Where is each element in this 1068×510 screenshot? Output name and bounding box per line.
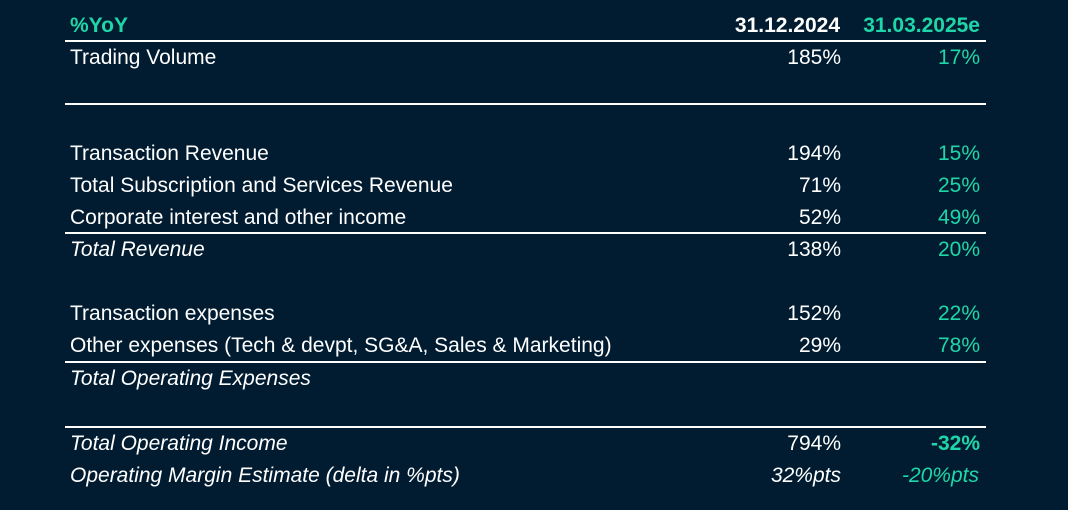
table-row-total-operating-income: Total Operating Income 794% -32% [65, 428, 986, 460]
value-2025e: 22% [937, 302, 980, 325]
spacer [65, 74, 986, 103]
divider [65, 426, 986, 428]
divider [65, 40, 986, 42]
value-2025e: 49% [937, 206, 980, 229]
table-row-total-revenue: Total Revenue 138% 20% [65, 234, 986, 266]
value-2025e: -20%pts [901, 464, 979, 487]
spacer [65, 395, 986, 426]
divider [65, 361, 986, 363]
row-label: Total Operating Income [70, 432, 288, 455]
row-label: Trading Volume [70, 46, 217, 69]
value-2024: 194% [787, 142, 841, 165]
value-2025e: 78% [937, 334, 980, 357]
row-label: Transaction Revenue [70, 142, 269, 165]
yoy-table: %YoY 31.12.2024 31.03.2025e Trading Volu… [65, 12, 986, 492]
value-2025e: 20% [937, 238, 980, 261]
table-row-transaction-expenses: Transaction expenses 152% 22% [65, 298, 986, 330]
table-row-operating-margin: Operating Margin Estimate (delta in %pts… [65, 460, 986, 492]
table-row-corporate-interest: Corporate interest and other income 52% … [65, 202, 986, 232]
value-2024: 794% [787, 432, 841, 455]
row-label: Total Subscription and Services Revenue [70, 174, 453, 197]
value-2025e: 15% [937, 142, 980, 165]
table-row-subscription-revenue: Total Subscription and Services Revenue … [65, 170, 986, 202]
table-row-total-operating-expenses: Total Operating Expenses [65, 363, 986, 395]
value-2025e: -32% [930, 432, 980, 455]
value-2024: 185% [787, 46, 841, 69]
column-header-2024: 31.12.2024 [734, 14, 840, 37]
value-2024: 52% [798, 206, 841, 229]
table-row-transaction-revenue: Transaction Revenue 194% 15% [65, 138, 986, 170]
row-label: Corporate interest and other income [70, 206, 407, 229]
row-label: Transaction expenses [70, 302, 275, 325]
value-2025e: 17% [937, 46, 980, 69]
value-2024: 32%pts [770, 464, 841, 487]
value-2024: 152% [787, 302, 841, 325]
row-label: Total Operating Expenses [70, 367, 311, 390]
row-label: Total Revenue [70, 238, 205, 261]
value-2025e: 25% [937, 174, 980, 197]
value-2024: 138% [787, 238, 841, 261]
row-label: Other expenses (Tech & devpt, SG&A, Sale… [70, 334, 612, 357]
table-header: %YoY 31.12.2024 31.03.2025e [65, 12, 986, 40]
value-2024: 29% [798, 334, 841, 357]
value-2024: 71% [798, 174, 841, 197]
divider [65, 103, 986, 105]
spacer [65, 266, 986, 298]
table-title: %YoY [70, 14, 128, 37]
spacer [65, 105, 986, 138]
table-row-other-expenses: Other expenses (Tech & devpt, SG&A, Sale… [65, 330, 986, 361]
table-row-trading-volume: Trading Volume 185% 17% [65, 42, 986, 74]
column-header-2025e: 31.03.2025e [863, 14, 980, 37]
divider [65, 232, 986, 234]
row-label: Operating Margin Estimate (delta in %pts… [70, 464, 460, 487]
